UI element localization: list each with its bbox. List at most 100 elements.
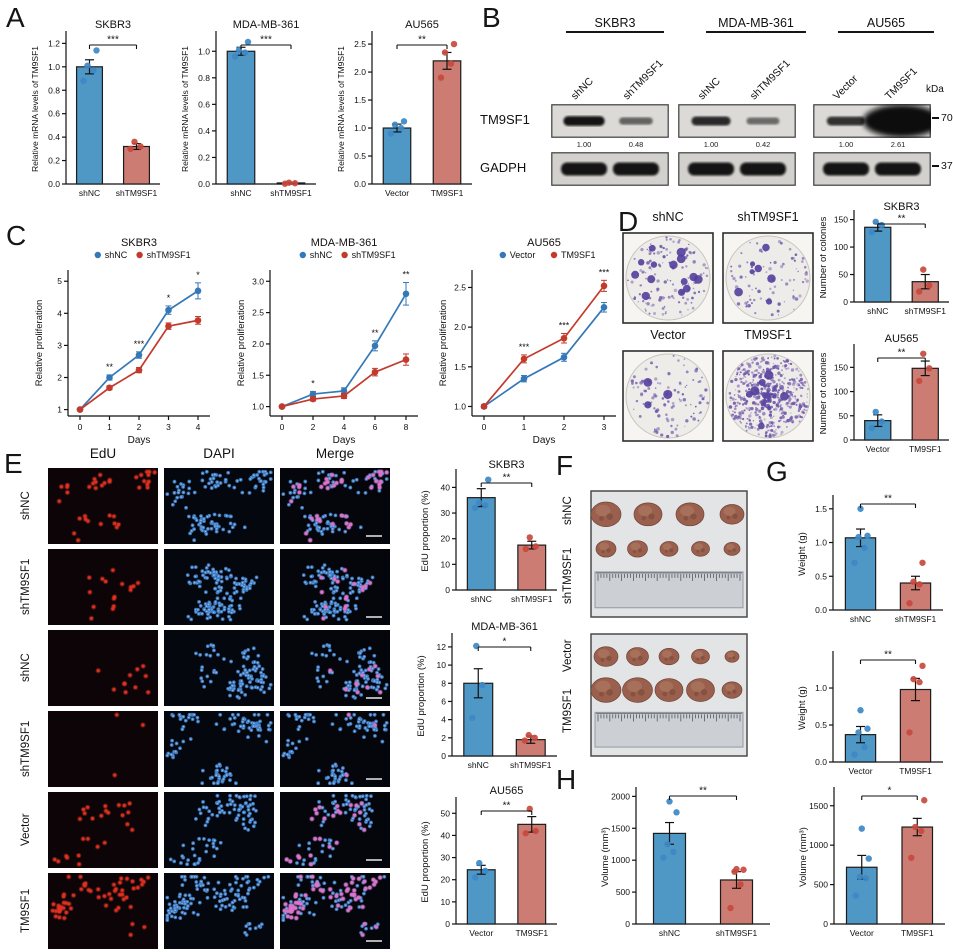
kda-unit-label: kDa [926, 84, 944, 95]
svg-text:0: 0 [843, 435, 848, 445]
svg-text:0.2: 0.2 [198, 152, 210, 162]
chart-mrna-skbr3: SKBR3 0.0 0.2 0.4 0.6 0.8 1.0 1.2 Relative mRNA … [20, 18, 164, 210]
band-quantification: 1.00 [703, 140, 719, 149]
svg-text:shNC: shNC [230, 188, 251, 198]
marker-value: 70 [941, 112, 953, 124]
svg-text:TM9SF1: TM9SF1 [561, 250, 596, 260]
blot-image-au565-gadph-canvas [813, 152, 931, 186]
svg-text:Relative mRNA levels of TM9SF1: Relative mRNA levels of TM9SF1 [30, 46, 40, 172]
svg-text:1.0: 1.0 [198, 46, 210, 56]
chart-edu-au565: AU565 0 10 20 30 40 50 EdU proportion (%) Vector… [416, 784, 565, 950]
dapi-image [164, 468, 274, 544]
tumor-photo-knockdown [590, 490, 748, 618]
edu-row-label: TM9SF1 [20, 888, 32, 934]
chart-colonies-au565: AU565 0 50 100 150 Number of colonies Vector TM… [820, 332, 953, 464]
panel-b-label: B [482, 2, 501, 33]
svg-text:**: ** [106, 362, 114, 372]
dapi-image-canvas [164, 792, 274, 868]
marker-70kda: 70 [932, 112, 953, 124]
svg-text:EdU proportion (%): EdU proportion (%) [420, 821, 431, 902]
svg-text:2.5: 2.5 [354, 39, 366, 49]
dapi-image-canvas [164, 468, 274, 544]
edu-row-label: shNC [20, 491, 32, 521]
panel-h-label: H [556, 764, 577, 795]
svg-text:0: 0 [843, 297, 848, 307]
svg-text:SKBR3: SKBR3 [121, 237, 157, 249]
svg-text:*: * [167, 293, 171, 303]
svg-text:0.8: 0.8 [48, 85, 60, 95]
cell-line-name: MDA-MB-361 [718, 16, 794, 30]
chart-mrna-au565: AU565 0.0 0.5 1.0 1.5 2.0 2.5 Relative mRNA lev… [324, 18, 476, 210]
cell-line-name: SKBR3 [594, 16, 636, 30]
column-header-edu: EdU [89, 446, 117, 461]
svg-text:MDA-MB-361: MDA-MB-361 [311, 237, 378, 249]
svg-text:Relative proliferation: Relative proliferation [236, 300, 247, 387]
svg-text:Relative proliferation: Relative proliferation [438, 300, 449, 387]
svg-text:0.6: 0.6 [198, 99, 210, 109]
svg-text:AU565: AU565 [405, 19, 439, 31]
svg-text:6: 6 [441, 696, 446, 706]
edu-image [48, 792, 158, 868]
blot-image-au565-gadph [813, 152, 931, 186]
svg-text:0.4: 0.4 [48, 132, 60, 142]
merge-image [280, 873, 390, 949]
svg-text:SKBR3: SKBR3 [95, 19, 131, 31]
colony-dish-shtm9sf1 [722, 232, 814, 324]
colony-dish-vector [622, 350, 714, 442]
tumor-photo-overexpression-canvas [590, 633, 748, 757]
tumor-photo-knockdown-canvas [590, 490, 748, 618]
lane-label: shTM9SF1 [747, 57, 793, 103]
svg-text:0: 0 [280, 422, 285, 432]
svg-text:12: 12 [437, 642, 447, 652]
chart-proliferation-skbr3: SKBR3 shNC shTM9SF1 1 2 3 4 5 0 1 2 3 4 Days Relative … [28, 236, 218, 448]
svg-text:Vector: Vector [510, 250, 536, 260]
edu-image-canvas [48, 873, 158, 949]
marker-value: 37 [941, 160, 953, 172]
chart-edu-skbr3-canvas: SKBR3 0 10 20 30 40 EdU proportion (%) shNC shTM… [420, 459, 557, 604]
svg-text:Days: Days [533, 435, 556, 446]
svg-text:shNC: shNC [471, 594, 492, 604]
edu-image-canvas [48, 549, 158, 625]
merge-image-canvas [280, 630, 390, 706]
svg-text:shNC: shNC [310, 250, 333, 260]
blot-image-mda-gadph-canvas [678, 152, 796, 186]
svg-text:Relative mRNA levels of TM9SF1: Relative mRNA levels of TM9SF1 [336, 46, 346, 172]
svg-text:2.5: 2.5 [454, 282, 466, 292]
svg-text:0: 0 [441, 751, 446, 761]
edu-image-canvas [48, 630, 158, 706]
svg-text:1.2: 1.2 [48, 38, 60, 48]
blot-group-skbr3: SKBR3 [566, 16, 664, 33]
merge-image [280, 792, 390, 868]
edu-image [48, 630, 158, 706]
chart-colonies-skbr3: SKBR3 0 50 100 150 Number of colonies shNC shTM… [820, 200, 953, 326]
dish-label-tm9sf1: TM9SF1 [744, 328, 792, 342]
svg-text:1: 1 [107, 422, 112, 432]
svg-text:0.4: 0.4 [198, 126, 210, 136]
svg-text:AU565: AU565 [490, 785, 524, 797]
marker-tick [932, 117, 939, 119]
svg-text:shTM9SF1: shTM9SF1 [270, 188, 312, 198]
band-quantification: 0.48 [628, 140, 644, 149]
blot-image-skbr3-tm9sf1 [551, 104, 669, 138]
chart-mrna-skbr3-canvas: SKBR3 0.0 0.2 0.4 0.6 0.8 1.0 1.2 Relative mRNA … [30, 19, 160, 198]
svg-text:shTM9SF1: shTM9SF1 [352, 250, 396, 260]
chart-edu-mda-mb-361: MDA-MB-361 0 2 4 6 8 10 12 EdU proportion (%) shN… [416, 620, 565, 782]
svg-text:EdU proportion (%): EdU proportion (%) [416, 655, 427, 736]
tumor-row-label: TM9SF1 [562, 688, 574, 734]
svg-text:0: 0 [445, 585, 450, 595]
merge-image [280, 711, 390, 787]
svg-text:*: * [311, 379, 315, 389]
svg-text:Number of colonies: Number of colonies [820, 352, 829, 434]
chart-edu-skbr3: SKBR3 0 10 20 30 40 EdU proportion (%) shNC shTM… [416, 458, 565, 616]
merge-image-canvas [280, 873, 390, 949]
marker-tick [932, 165, 939, 167]
chart-colonies-au565-canvas: AU565 0 50 100 150 Number of colonies Vector TM… [820, 333, 949, 454]
svg-text:2.0: 2.0 [454, 322, 466, 332]
svg-text:EdU proportion (%): EdU proportion (%) [420, 490, 431, 571]
panel-e-label: E [4, 448, 23, 479]
svg-text:Days: Days [128, 435, 151, 446]
svg-text:shTM9SF1: shTM9SF1 [510, 760, 552, 770]
svg-text:SKBR3: SKBR3 [488, 459, 524, 471]
